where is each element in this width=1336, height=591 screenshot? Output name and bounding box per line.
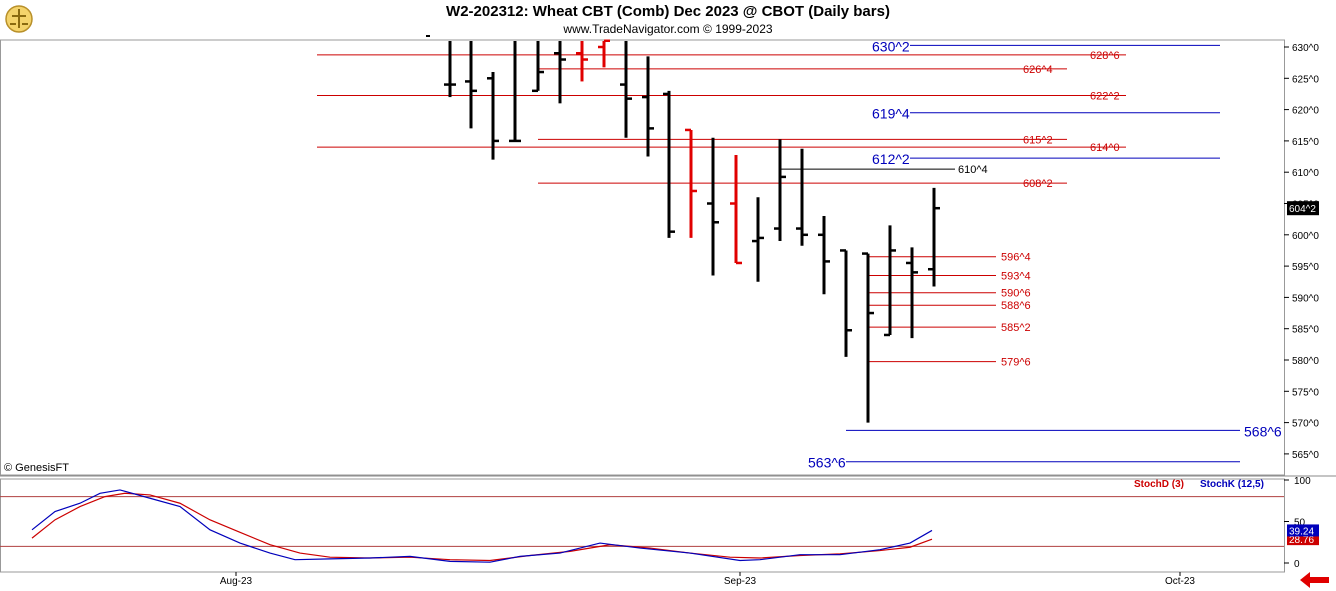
price-axis-tick-label: 630^0	[1292, 43, 1319, 54]
price-axis-tick-label: 595^0	[1292, 262, 1319, 273]
price-panel-frame	[0, 39, 1285, 476]
price-axis-tick-label: 615^0	[1292, 137, 1319, 148]
price-axis-tick-label: 580^0	[1292, 356, 1319, 367]
stoch-last-value-label: 39.24	[1289, 526, 1314, 537]
level-label: 622^2	[1090, 91, 1120, 103]
level-label: 563^6	[808, 455, 846, 471]
price-axis-tick-label: 570^0	[1292, 419, 1319, 430]
level-label: 579^6	[1001, 357, 1031, 369]
chart-title: W2-202312: Wheat CBT (Comb) Dec 2023 @ C…	[446, 3, 890, 20]
scroll-back-arrow-icon[interactable]	[1300, 572, 1330, 588]
stoch-series-line	[31, 489, 933, 563]
level-label: 596^4	[1001, 252, 1031, 264]
x-axis-label: Oct-23	[1165, 576, 1195, 587]
level-label: 615^2	[1023, 134, 1053, 146]
price-axis-tick-label: 575^0	[1292, 387, 1319, 398]
level-label: 588^6	[1001, 300, 1031, 312]
legend-stochk: StochK (12,5)	[1200, 479, 1264, 490]
level-label: 608^2	[1023, 178, 1053, 190]
level-label: 619^4	[872, 106, 910, 122]
stochastic-panel-frame	[0, 478, 1285, 573]
level-label: 585^2	[1001, 322, 1031, 334]
legend-stochd: StochD (3)	[1134, 479, 1184, 490]
tradenavigator-logo-icon[interactable]	[4, 4, 34, 34]
last-price-label: 604^2	[1289, 204, 1316, 215]
level-label: 630^2	[872, 38, 910, 54]
stoch-last-value-label: 28.76	[1289, 535, 1314, 546]
stoch-axis-tick-label: 100	[1294, 476, 1311, 487]
level-label: 593^4	[1001, 270, 1031, 282]
price-axis-tick-label: 565^0	[1292, 450, 1319, 461]
price-axis-tick-label: 585^0	[1292, 325, 1319, 336]
level-label: 612^2	[872, 151, 910, 167]
price-axis-tick-label: 625^0	[1292, 74, 1319, 85]
level-label: 590^6	[1001, 288, 1031, 300]
price-axis-tick-label: 590^0	[1292, 293, 1319, 304]
stoch-axis-tick-label: 50	[1294, 518, 1306, 529]
level-label: 626^4	[1023, 64, 1053, 76]
level-label: 614^0	[1090, 142, 1120, 154]
last-price-box	[1287, 201, 1319, 216]
stoch-last-value-box	[1287, 524, 1319, 537]
price-axis-tick-label: 610^0	[1292, 168, 1319, 179]
stoch-axis-tick-label: 0	[1294, 559, 1300, 570]
level-label: 568^6	[1244, 423, 1282, 439]
price-axis-tick-label: 600^0	[1292, 231, 1319, 242]
x-axis-label: Aug-23	[220, 576, 253, 587]
chart-subtitle: www.TradeNavigator.com © 1999-2023	[563, 22, 773, 36]
x-axis-label: Sep-23	[724, 576, 757, 587]
copyright-text: © GenesisFT	[4, 462, 69, 474]
price-axis-tick-label: 620^0	[1292, 106, 1319, 117]
level-label: 610^4	[958, 164, 988, 176]
level-label: 628^6	[1090, 50, 1120, 62]
